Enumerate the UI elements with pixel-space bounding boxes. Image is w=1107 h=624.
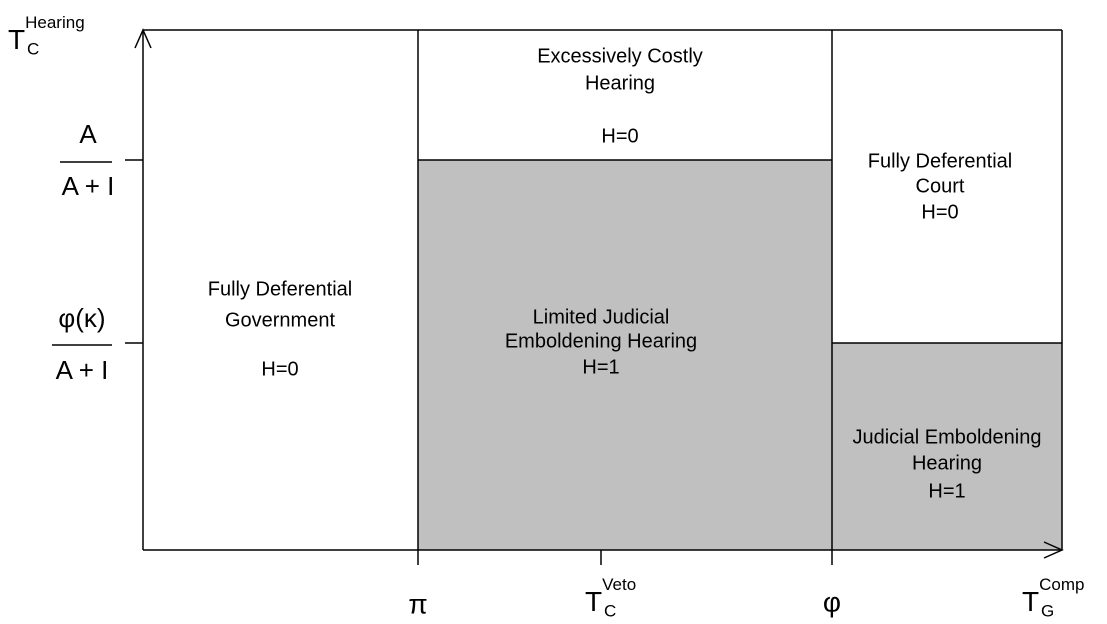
region-label: Limited Judicial bbox=[533, 306, 670, 328]
y-axis-label: THearing bbox=[8, 13, 85, 55]
region-label: Emboldening Hearing bbox=[505, 330, 697, 352]
region-label: Fully Deferential bbox=[868, 150, 1013, 172]
x-tick-label: φ bbox=[823, 586, 841, 617]
y-tick-numerator: A bbox=[79, 119, 97, 149]
y-axis-label-sub: C bbox=[27, 39, 39, 58]
region-outcome: H=0 bbox=[921, 201, 958, 223]
x-axis-label-sub: G bbox=[1041, 601, 1054, 620]
shaded-regions bbox=[418, 160, 1062, 550]
x-axis-arrow bbox=[1043, 541, 1064, 559]
region-label: Government bbox=[225, 309, 335, 331]
x-tick-label: π bbox=[408, 588, 427, 619]
shaded-region bbox=[418, 160, 832, 550]
x-axis-label: TComp bbox=[1022, 575, 1084, 617]
y-axis-arrow bbox=[134, 28, 152, 49]
y-tick-denominator: A + I bbox=[62, 171, 115, 201]
region-label: Judicial Emboldening bbox=[852, 426, 1041, 448]
y-tick-numerator: φ(κ) bbox=[58, 303, 105, 333]
shaded-region bbox=[832, 343, 1062, 550]
region-label: Excessively Costly bbox=[537, 45, 703, 67]
y-tick-denominator: A + I bbox=[56, 355, 109, 385]
region-label: Court bbox=[916, 175, 965, 197]
region-label: Fully Deferential bbox=[208, 278, 353, 300]
region-label: Hearing bbox=[912, 452, 982, 474]
region-outcome: H=1 bbox=[582, 356, 619, 378]
region-outcome: H=0 bbox=[601, 125, 638, 147]
x-tick-label: TVeto bbox=[585, 575, 636, 617]
x-tick-label-sub: C bbox=[604, 601, 616, 620]
region-outcome: H=1 bbox=[928, 480, 965, 502]
region-labels: Fully Deferential Government H=0 Excessi… bbox=[208, 45, 1042, 502]
region-outcome: H=0 bbox=[261, 358, 298, 380]
region-label: Hearing bbox=[585, 72, 655, 94]
frame bbox=[52, 28, 1064, 565]
